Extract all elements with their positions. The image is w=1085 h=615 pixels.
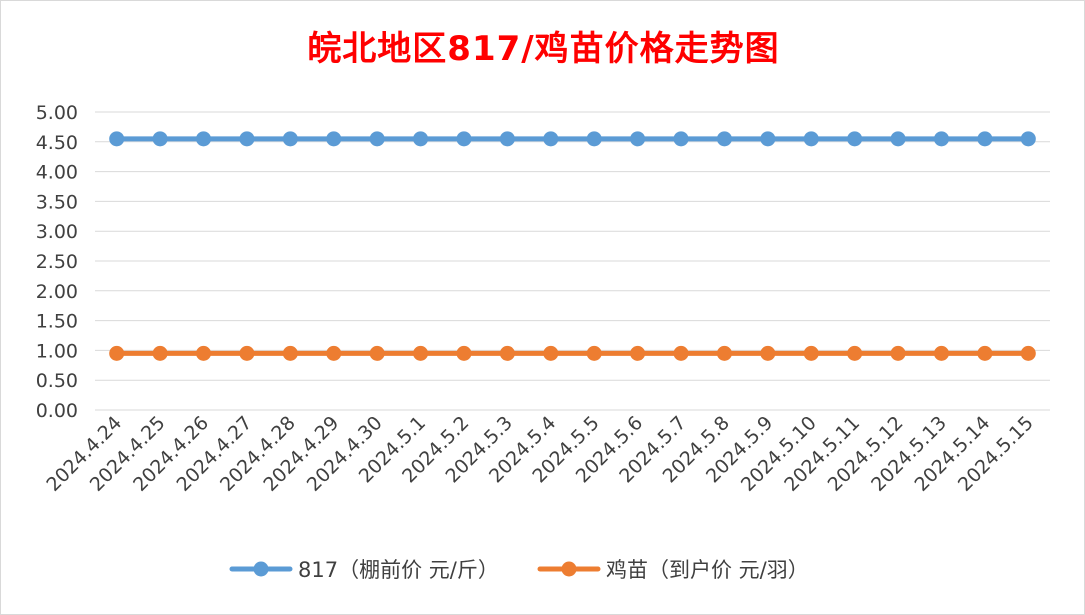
y-tick-label: 5.00: [36, 102, 78, 124]
data-point: [369, 345, 385, 361]
data-point: [326, 345, 342, 361]
data-point: [630, 131, 646, 147]
legend-marker: [561, 561, 577, 577]
data-point: [977, 131, 993, 147]
data-point: [977, 345, 993, 361]
gridlines: [95, 111, 1050, 411]
data-point: [933, 131, 949, 147]
y-tick-label: 1.50: [36, 311, 78, 333]
data-point: [239, 131, 255, 147]
y-tick-label: 1.00: [36, 340, 78, 362]
data-point: [673, 131, 689, 147]
data-point: [499, 131, 515, 147]
y-tick-label: 2.50: [36, 251, 78, 273]
data-point: [196, 345, 212, 361]
data-point: [586, 345, 602, 361]
data-point: [803, 345, 819, 361]
legend-label: 鸡苗（到户价 元/羽）: [606, 558, 809, 582]
y-tick-label: 3.00: [36, 221, 78, 243]
data-point: [282, 131, 298, 147]
data-point: [847, 131, 863, 147]
y-tick-label: 4.00: [36, 162, 78, 184]
data-point: [716, 345, 732, 361]
chart-title: 皖北地区817/鸡苗价格走势图: [307, 29, 780, 69]
data-point: [673, 345, 689, 361]
data-point: [109, 131, 125, 147]
data-point: [152, 131, 168, 147]
data-point: [239, 345, 255, 361]
data-point: [890, 131, 906, 147]
y-tick-label: 4.50: [36, 132, 78, 154]
data-point: [716, 131, 732, 147]
data-point: [847, 345, 863, 361]
data-point: [803, 131, 819, 147]
legend-item: 817（棚前价 元/斤）: [229, 558, 499, 582]
data-point: [413, 345, 429, 361]
legend: 817（棚前价 元/斤） 鸡苗（到户价 元/羽）: [229, 558, 809, 582]
data-point: [586, 131, 602, 147]
legend-marker: [253, 561, 269, 577]
data-point: [196, 131, 212, 147]
y-axis-labels: 0.00 0.50 1.00 1.50 2.00 2.50 3.00 3.50 4.00 4.50…: [36, 102, 78, 422]
data-point: [890, 345, 906, 361]
legend-item: 鸡苗（到户价 元/羽）: [537, 558, 809, 582]
y-tick-label: 0.00: [36, 400, 78, 422]
y-tick-label: 3.50: [36, 191, 78, 213]
data-point: [543, 345, 559, 361]
series-1: [109, 131, 1036, 147]
data-point: [109, 345, 125, 361]
data-point: [1020, 131, 1036, 147]
data-point: [456, 131, 472, 147]
data-point: [760, 131, 776, 147]
data-point: [326, 131, 342, 147]
legend-label: 817（棚前价 元/斤）: [298, 558, 499, 582]
data-point: [760, 345, 776, 361]
data-point: [282, 345, 298, 361]
data-point: [933, 345, 949, 361]
data-point: [630, 345, 646, 361]
y-tick-label: 0.50: [36, 370, 78, 392]
data-point: [456, 345, 472, 361]
data-point: [499, 345, 515, 361]
y-tick-label: 2.00: [36, 281, 78, 303]
data-point: [543, 131, 559, 147]
series-2: [109, 345, 1036, 361]
data-point: [1020, 345, 1036, 361]
x-axis-labels: 2024.4.242024.4.252024.4.262024.4.272024…: [42, 412, 1038, 496]
data-point: [413, 131, 429, 147]
data-point: [152, 345, 168, 361]
data-point: [369, 131, 385, 147]
